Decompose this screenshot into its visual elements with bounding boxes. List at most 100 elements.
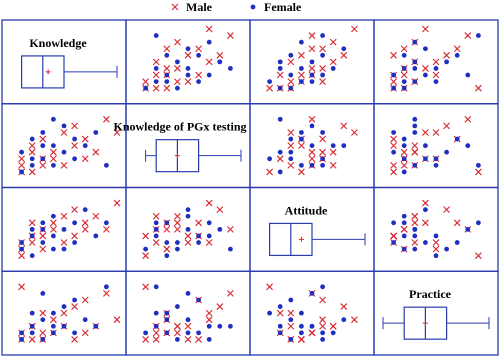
male-marker [205, 58, 213, 66]
female-marker [164, 253, 170, 259]
male-marker [266, 168, 273, 176]
male-marker [184, 239, 192, 246]
female-marker [196, 330, 202, 336]
male-marker [422, 65, 429, 72]
female-marker [61, 149, 67, 155]
female-marker [423, 72, 428, 78]
male-marker [227, 290, 234, 297]
female-marker [51, 323, 56, 329]
male-marker [152, 84, 160, 92]
female-marker [288, 72, 294, 78]
female-marker [277, 149, 283, 155]
male-marker [432, 239, 440, 246]
female-marker [288, 337, 294, 342]
female-marker [309, 162, 315, 168]
female-marker [40, 226, 46, 232]
male-marker [308, 32, 316, 39]
female-marker [51, 330, 56, 336]
male-marker [50, 225, 57, 233]
female-marker [412, 79, 418, 84]
mean-marker [174, 153, 180, 159]
male-marker [351, 129, 358, 136]
male-marker [227, 32, 234, 39]
male-marker [464, 115, 472, 123]
male-marker [298, 142, 305, 150]
male-marker [184, 51, 192, 59]
male-marker [163, 45, 171, 53]
female-marker [164, 240, 170, 245]
female-marker [206, 39, 212, 45]
male-marker [174, 212, 181, 220]
female-marker [175, 59, 180, 65]
female-marker [299, 79, 304, 84]
male-marker [287, 309, 295, 317]
female-marker [423, 240, 428, 245]
male-marker [60, 309, 68, 317]
female-marker [320, 52, 325, 58]
male-marker [92, 148, 100, 156]
female-marker [277, 304, 283, 309]
female-marker [40, 220, 46, 226]
female-marker [412, 66, 418, 71]
variable-label: Knowledge [29, 36, 87, 50]
female-marker [164, 330, 170, 336]
male-marker [276, 71, 284, 79]
male-marker [152, 71, 160, 79]
male-marker [174, 322, 181, 330]
female-marker [196, 79, 202, 84]
mean-marker [298, 236, 304, 242]
male-marker [319, 316, 326, 324]
male-marker [319, 78, 326, 85]
female-marker [153, 226, 159, 232]
male-marker [103, 225, 110, 233]
male-marker [308, 115, 316, 123]
male-marker [351, 25, 358, 33]
female-marker [401, 52, 407, 58]
male-marker [142, 78, 149, 85]
female-marker [153, 220, 159, 226]
female-marker [277, 330, 283, 336]
female-marker [288, 156, 294, 162]
female-marker [309, 323, 315, 329]
male-marker [319, 65, 326, 72]
male-marker [184, 336, 192, 343]
female-marker [175, 304, 180, 309]
male-marker [71, 142, 78, 150]
female-marker [196, 233, 202, 239]
female-marker [412, 233, 418, 239]
female-marker [51, 213, 56, 219]
female-marker [185, 72, 191, 78]
mean-marker [45, 69, 51, 75]
female-marker [299, 330, 304, 336]
female-marker [104, 284, 109, 290]
female-marker [40, 317, 46, 323]
female-marker [164, 317, 170, 323]
male-marker [340, 51, 348, 59]
male-marker [329, 161, 337, 169]
female-marker [476, 220, 481, 226]
female-marker [217, 323, 223, 329]
female-marker [206, 233, 212, 239]
male-marker [390, 142, 397, 150]
female-marker [309, 143, 315, 149]
female-marker [72, 330, 77, 336]
male-marker [39, 135, 47, 143]
female-marker [175, 85, 180, 91]
female-marker [217, 226, 223, 232]
male-marker [28, 168, 36, 176]
male-marker [475, 84, 482, 92]
female-marker [143, 85, 149, 91]
female-marker [401, 169, 407, 175]
female-marker [51, 246, 56, 252]
panel-border [373, 270, 499, 356]
male-marker [390, 135, 397, 143]
male-marker [205, 199, 213, 207]
female-marker [29, 233, 35, 239]
female-marker [423, 207, 428, 213]
female-marker [175, 246, 180, 252]
female-marker [93, 130, 99, 135]
male-marker [39, 232, 47, 240]
male-marker [276, 155, 284, 163]
male-marker [287, 78, 295, 85]
female-marker [153, 33, 159, 38]
